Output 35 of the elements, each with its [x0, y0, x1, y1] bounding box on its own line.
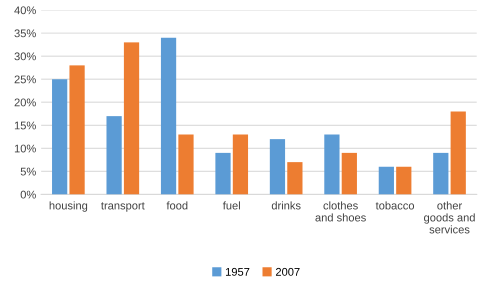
y-tick-label: 15% — [14, 122, 36, 130]
bar — [270, 139, 286, 194]
y-tick-label: 20% — [14, 98, 36, 106]
y-tick-label: 10% — [14, 144, 36, 152]
x-tick-label: transport — [101, 202, 145, 212]
x-tick-label: housing — [50, 201, 88, 212]
bar — [450, 111, 466, 194]
bar — [378, 166, 394, 194]
bar — [287, 162, 302, 194]
bar — [160, 38, 176, 194]
x-tick-label: fuel — [222, 201, 240, 210]
y-tick-label: 0% — [20, 190, 36, 199]
y-tick-label: 5% — [20, 168, 36, 176]
bar — [106, 116, 122, 194]
bar — [324, 134, 340, 194]
x-tick-label: clothes and shoes — [315, 201, 366, 222]
y-tick-label: 35% — [14, 29, 36, 38]
bar — [342, 152, 357, 194]
bar — [52, 79, 68, 194]
bar — [232, 134, 248, 194]
x-tick-label: tobacco — [376, 201, 414, 210]
bar — [215, 152, 231, 194]
x-tick-label: drinks — [272, 201, 301, 210]
bar — [124, 42, 140, 194]
x-tick-label: other goods and services — [424, 201, 475, 234]
bar — [69, 65, 85, 194]
y-tick-label: 30% — [14, 52, 36, 60]
legend-label: 1957 — [226, 268, 250, 276]
legend-label: 2007 — [276, 268, 300, 276]
bar — [396, 166, 412, 194]
bar — [433, 152, 448, 194]
bar — [178, 134, 194, 194]
y-tick-label: 40% — [14, 6, 36, 14]
y-tick-label: 25% — [14, 75, 36, 84]
x-tick-label: food — [166, 201, 188, 210]
